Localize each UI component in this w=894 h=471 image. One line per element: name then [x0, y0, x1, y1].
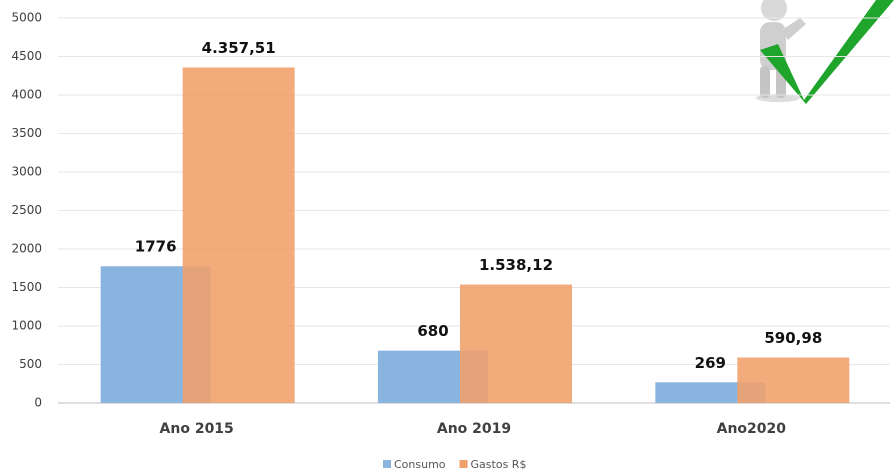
x-tick-label: Ano2020 — [717, 421, 787, 437]
y-tick-label: 0 — [34, 396, 42, 410]
y-tick-label: 3500 — [11, 126, 42, 140]
y-tick-label: 500 — [19, 357, 42, 371]
y-tick-label: 4000 — [11, 88, 42, 102]
x-tick-label: Ano 2015 — [160, 421, 234, 437]
bar — [182, 67, 295, 403]
y-tick-label: 2500 — [11, 203, 42, 217]
data-label: 1.538,12 — [479, 256, 553, 274]
legend-swatch — [459, 460, 468, 468]
data-label: 680 — [417, 322, 448, 340]
data-label: 590,98 — [764, 329, 822, 347]
y-tick-label: 5000 — [11, 11, 42, 25]
bar — [737, 357, 850, 403]
y-tick-label: 4500 — [11, 49, 42, 63]
legend-label: Gastos R$ — [471, 458, 527, 471]
decorative-icon — [745, 0, 894, 104]
legend-swatch — [383, 460, 391, 468]
x-tick-label: Ano 2019 — [437, 421, 511, 437]
y-tick-label: 1500 — [11, 280, 42, 294]
data-label: 269 — [695, 354, 726, 372]
data-label: 4.357,51 — [202, 39, 276, 57]
legend-label: Consumo — [394, 458, 446, 471]
bar — [460, 284, 572, 403]
y-tick-label: 3000 — [11, 165, 42, 179]
y-tick-label: 1000 — [11, 319, 42, 333]
y-tick-label: 2000 — [11, 242, 42, 256]
data-label: 1776 — [135, 238, 177, 256]
